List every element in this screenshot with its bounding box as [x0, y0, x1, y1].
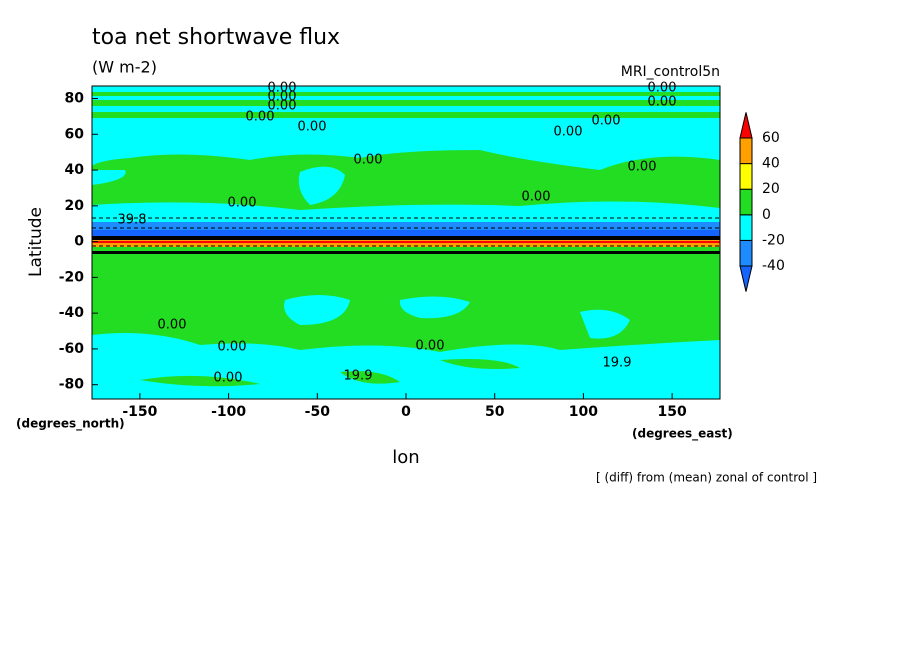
region: [399, 296, 470, 319]
contour-field: [92, 86, 720, 399]
x-tick-label: -100: [211, 404, 246, 420]
region: [92, 96, 720, 100]
contour-band: [92, 251, 720, 254]
y-tick-label: 40: [65, 162, 85, 178]
region: [298, 166, 345, 205]
colorbar-box: [739, 137, 753, 165]
contour-label: 0.00: [522, 190, 551, 205]
contour-label: 0.00: [592, 114, 621, 129]
footer-note: [ (diff) from (mean) zonal of control ]: [596, 471, 817, 485]
colorbar-box: [739, 239, 753, 267]
y-axis-label: Latitude: [26, 207, 46, 277]
region: [92, 106, 720, 112]
contour-label: 0.00: [228, 196, 257, 211]
colorbar-box: [739, 214, 753, 241]
region: [92, 201, 720, 226]
x-tick-label: 50: [485, 404, 505, 420]
y-tick-label: -20: [59, 269, 85, 285]
region: [580, 309, 630, 339]
contour-label: 0.00: [354, 153, 383, 168]
y-tick-label: 20: [65, 198, 85, 214]
contour-label: 19.9: [603, 356, 632, 371]
contour-label: 0.00: [416, 339, 445, 354]
y-tick-label: 0: [74, 234, 84, 250]
contour-band: [92, 236, 720, 240]
region: [440, 359, 520, 369]
contour-label: 0.00: [158, 318, 187, 333]
x-tick-label: 100: [569, 404, 598, 420]
colorbar-triangle: [739, 112, 753, 139]
region: [284, 295, 350, 325]
dataset-label: MRI_control5n: [621, 64, 720, 80]
contour-label: 0.00: [648, 81, 677, 96]
x-unit-label: (degrees_east): [632, 427, 733, 442]
y-tick-label: -80: [59, 377, 85, 393]
contour-label: 0.00: [268, 81, 297, 96]
colorbar-label: -40: [762, 258, 785, 274]
colorbar-label: -20: [762, 232, 785, 248]
region: [140, 375, 260, 387]
y-tick-label: 60: [65, 126, 85, 142]
region: [340, 371, 400, 384]
contour-label: 0.00: [214, 371, 243, 386]
y-tick-label: 80: [65, 91, 85, 107]
region: [92, 222, 720, 233]
x-tick-label: -150: [122, 404, 157, 420]
contour-label: 0.00: [268, 90, 297, 105]
colorbar-label: 40: [762, 156, 780, 172]
y-unit-label: (degrees_north): [16, 417, 125, 432]
region: [92, 86, 720, 92]
x-tick-label: -50: [305, 404, 331, 420]
contour-label: 39.8: [118, 213, 147, 228]
region: [92, 230, 720, 236]
colorbar-box: [739, 188, 753, 216]
colorbar-box: [739, 163, 753, 190]
contour-label: 0.00: [218, 340, 247, 355]
contour-label: 0.00: [246, 110, 275, 125]
subtitle: (W m-2): [92, 58, 157, 77]
region: [92, 241, 720, 243]
chart-title: toa net shortwave flux: [92, 25, 340, 50]
y-tick-label: -40: [59, 305, 85, 321]
region: [92, 170, 126, 185]
x-tick-label: 150: [657, 404, 686, 420]
colorbar-label: 60: [762, 130, 780, 146]
contour-label: 0.00: [298, 120, 327, 135]
colorbar-triangle: [739, 265, 753, 292]
colorbar-label: 0: [762, 207, 771, 223]
x-tick-label: 0: [401, 404, 411, 420]
contour-label: 0.00: [648, 95, 677, 110]
contour-label: 19.9: [344, 369, 373, 384]
contour-label: 0.00: [554, 125, 583, 140]
contour-label: 0.00: [628, 160, 657, 175]
x-axis-label: lon: [392, 447, 419, 468]
colorbar-label: 20: [762, 181, 780, 197]
region: [92, 118, 720, 170]
y-tick-label: -60: [59, 341, 85, 357]
region: [92, 240, 720, 247]
contour-label: 0.00: [268, 99, 297, 114]
